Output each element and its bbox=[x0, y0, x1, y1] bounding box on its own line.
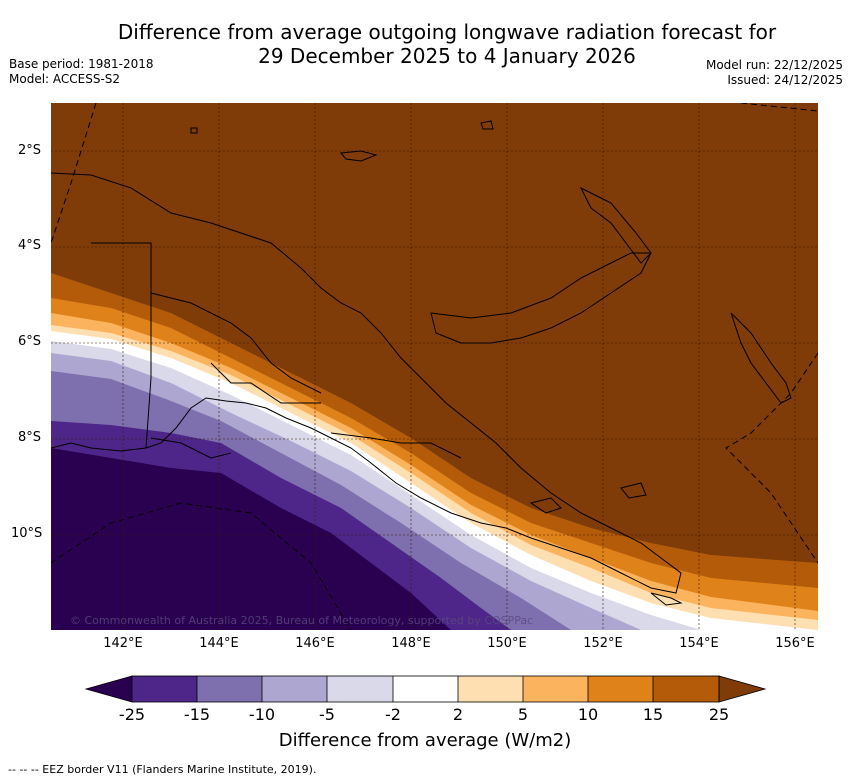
eez-borders bbox=[51, 103, 818, 630]
meta-left: Base period: 1981-2018 Model: ACCESS-S2 bbox=[9, 57, 154, 87]
lon-label-142e: 142°E bbox=[103, 636, 143, 651]
colorbar-tick: 5 bbox=[517, 705, 529, 724]
title-line-1: Difference from average outgoing longwav… bbox=[117, 20, 777, 44]
colorbar-tick: 15 bbox=[642, 705, 664, 724]
band-lt-neg25 bbox=[51, 448, 451, 630]
lat-label-6s: 6°S bbox=[18, 334, 42, 349]
colorbar-tick: -2 bbox=[385, 705, 401, 724]
lon-label-150e: 150°E bbox=[487, 636, 527, 651]
lon-label-148e: 148°E bbox=[391, 636, 431, 651]
colorbar-extend-high bbox=[718, 675, 767, 703]
lon-label-144e: 144°E bbox=[199, 636, 239, 651]
colorbar-swatch bbox=[458, 676, 523, 702]
colorbar-tick: 2 bbox=[452, 705, 464, 724]
eez-footnote: -- -- -- EEZ border V11 (Flanders Marine… bbox=[8, 763, 317, 776]
colorbar-swatch bbox=[523, 676, 588, 702]
copyright-notice: © Commonwealth of Australia 2025, Bureau… bbox=[70, 614, 534, 627]
base-period: Base period: 1981-2018 bbox=[9, 57, 154, 71]
chart-title: Difference from average outgoing longwav… bbox=[0, 20, 850, 68]
colorbar-tick: -5 bbox=[319, 705, 335, 724]
colorbar-swatch bbox=[197, 676, 262, 702]
lat-label-8s: 8°S bbox=[18, 430, 42, 445]
issued-date: Issued: 24/12/2025 bbox=[727, 73, 843, 87]
colorbar bbox=[84, 675, 767, 703]
lat-label-2s: 2°S bbox=[18, 143, 42, 158]
colorbar-swatch bbox=[327, 676, 393, 702]
meta-right: Model run: 22/12/2025 Issued: 24/12/2025 bbox=[706, 58, 843, 88]
lon-label-156e: 156°E bbox=[775, 636, 815, 651]
lon-label-154e: 154°E bbox=[679, 636, 719, 651]
colorbar-swatch bbox=[262, 676, 327, 702]
colorbar-tick: -10 bbox=[248, 705, 276, 724]
lon-label-152e: 152°E bbox=[583, 636, 623, 651]
colorbar-tick: -25 bbox=[118, 705, 146, 724]
map-svg bbox=[51, 103, 818, 630]
colorbar-swatch bbox=[653, 676, 719, 702]
lon-label-146e: 146°E bbox=[295, 636, 335, 651]
model-run: Model run: 22/12/2025 bbox=[705, 58, 843, 72]
coastlines bbox=[51, 120, 792, 606]
lat-label-10s: 10°S bbox=[11, 526, 43, 541]
colorbar-swatch bbox=[132, 676, 197, 702]
colorbar-outline bbox=[131, 675, 720, 703]
colorbar-tick: 10 bbox=[577, 705, 599, 724]
model-name: Model: ACCESS-S2 bbox=[9, 72, 121, 86]
colorbar-title: Difference from average (W/m2) bbox=[278, 730, 572, 751]
colorbar-swatch bbox=[393, 676, 458, 702]
colorbar-tick: -15 bbox=[183, 705, 211, 724]
title-line-2: 29 December 2025 to 4 January 2026 bbox=[258, 44, 636, 68]
lat-label-4s: 4°S bbox=[18, 238, 42, 253]
colorbar-extend-low bbox=[84, 675, 133, 703]
colorbar-swatch bbox=[588, 676, 653, 702]
colorbar-tick: 25 bbox=[708, 705, 730, 724]
map-panel bbox=[51, 103, 818, 630]
colorbar-dividers bbox=[196, 676, 654, 702]
